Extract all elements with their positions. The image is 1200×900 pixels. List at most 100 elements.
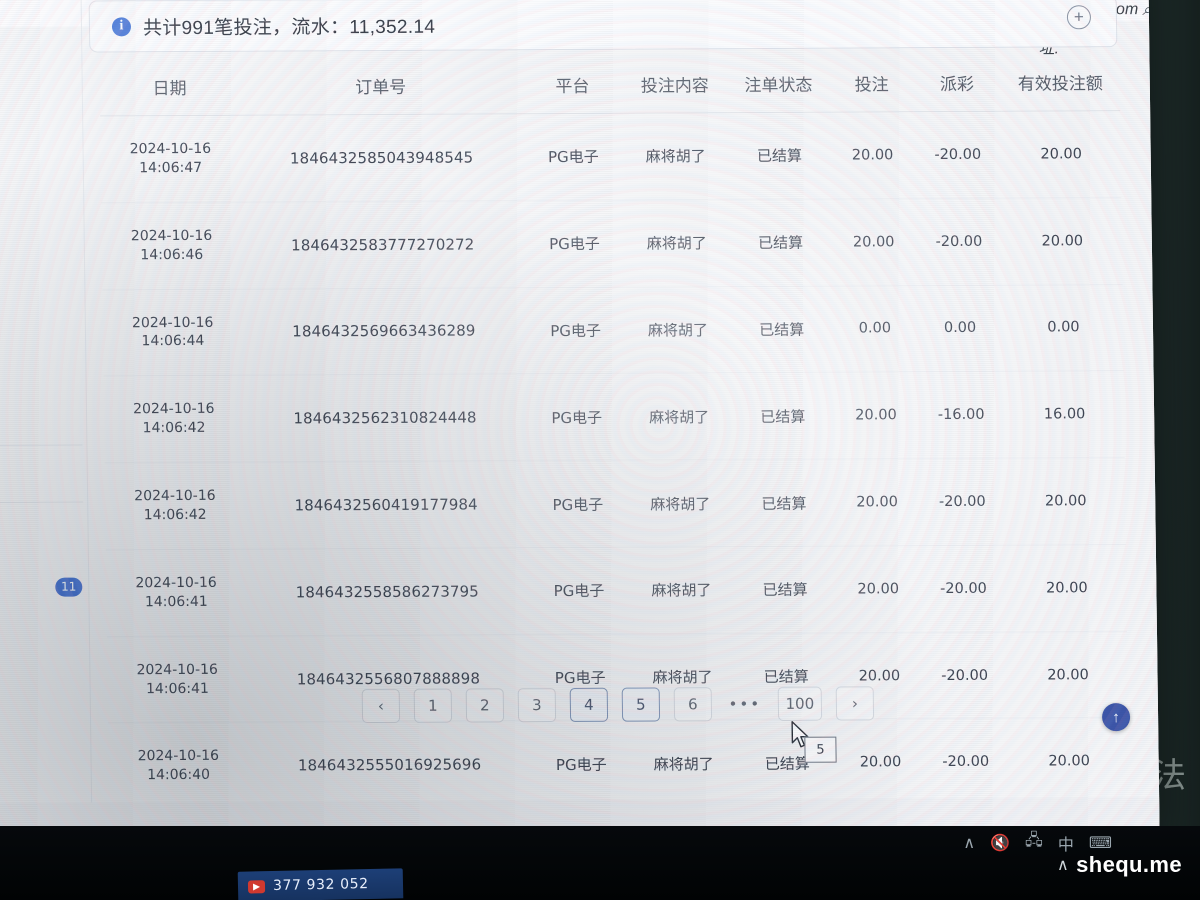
cell-valid-bet: 20.00	[1005, 457, 1126, 546]
cell-payout: -20.00	[914, 197, 1004, 286]
cell-order-no: 1846432558586273795	[245, 547, 530, 636]
cell-date-day: 2024-10-16	[136, 661, 219, 678]
cell-valid-bet: 20.00	[1006, 544, 1127, 632]
cell-payout: -20.00	[919, 545, 1008, 633]
pagination-page-5[interactable]: 5	[621, 687, 661, 722]
cell-order-no: 1846432555016925696	[247, 721, 532, 810]
web-page: 首页棋牌电子捕鱼体育真人彩票 客服优惠赞助合营APP存款转账取款永久网址:mil…	[0, 0, 1160, 850]
cell-date-time: 14:06:46	[140, 246, 204, 263]
table-body: 2024-10-16 14:06:47 1846432585043948545 PG电…	[100, 111, 1131, 850]
sidebar-badge: 11	[54, 577, 83, 597]
cell-content: 麻将胡了	[625, 286, 731, 374]
table-row[interactable]: 2024-10-16 14:06:46 1846432583777270272 PG电…	[101, 197, 1123, 290]
table-row[interactable]: 2024-10-16 14:06:40 1846432555016925696 PG电…	[108, 718, 1130, 811]
sidebar-item-6[interactable]: 帮助中心	[0, 670, 96, 727]
volume-muted-icon[interactable]: 🔇	[990, 834, 1011, 852]
table-row[interactable]: 2024-10-16 14:06:47 1846432585043948545 PG电…	[100, 111, 1121, 203]
system-tray[interactable]: ∧ 🔇 🖧 中 ⌨	[963, 829, 1112, 856]
cell-platform: PG电子	[524, 286, 627, 375]
sidebar-item-3[interactable]: 奖记录	[0, 502, 94, 559]
cell-order-no: 1846432583777270272	[240, 200, 525, 289]
cell-content: 麻将胡了	[627, 459, 733, 548]
app-label: 377 932 052	[272, 875, 369, 894]
cell-content: 麻将胡了	[645, 147, 706, 166]
cell-date-day: 2024-10-16	[130, 227, 213, 245]
sidebar-item-0[interactable]: 户	[0, 332, 92, 389]
cell-date-day: 2024-10-16	[134, 487, 216, 505]
add-icon[interactable]: +	[1066, 5, 1092, 30]
pagination-prev-button[interactable]: ‹	[361, 688, 401, 724]
header-date: 日期	[152, 78, 187, 99]
chevron-up-icon[interactable]: ∧	[963, 834, 976, 852]
back-to-top-button[interactable]: ↑	[1101, 703, 1131, 732]
sidebar-item-1[interactable]: 录	[0, 388, 92, 445]
pagination-page-2[interactable]: 2	[465, 688, 505, 723]
cell-date: 2024-10-16 14:06:41	[105, 549, 247, 637]
pagination-page-last[interactable]: 100	[777, 686, 823, 721]
pagination-ellipsis: •••	[728, 694, 762, 714]
cell-bet: 0.00	[832, 285, 917, 373]
table-head: 日期 订单号 平台 投注内容 注单状态 投注 派彩 有效投注额	[99, 57, 1121, 116]
cell-date-time: 14:06:42	[143, 506, 207, 524]
cell-bet: 20.00	[831, 198, 916, 286]
app-icon: ▶	[247, 879, 266, 894]
cell-order-no: 1846432560419177984	[244, 460, 528, 550]
cell-valid-bet: 20.00	[1002, 197, 1123, 285]
pagination-page-1[interactable]: 1	[413, 688, 453, 723]
sidebar-item-2[interactable]: 记录	[0, 445, 93, 502]
cell-content: 麻将胡了	[624, 199, 730, 287]
cell-date-time: 14:06:44	[141, 333, 205, 350]
cell-payout: -16.00	[916, 371, 1006, 459]
cell-status: 已结算	[732, 545, 838, 634]
cell-payout: -20.00	[917, 458, 1007, 546]
cell-status: 已结算	[756, 147, 803, 166]
cell-date-day: 2024-10-16	[137, 748, 220, 765]
cell-valid-bet: 20.00	[1040, 146, 1083, 163]
header-status: 注单状态	[744, 75, 813, 96]
cell-date: 2024-10-16 14:06:42	[104, 462, 246, 550]
ime-chinese-icon[interactable]: 中	[1057, 836, 1074, 854]
cell-content: 麻将胡了	[631, 720, 737, 808]
sidebar-item-5[interactable]: 意见反馈	[0, 614, 95, 671]
chevron-up-icon: ∧	[1056, 857, 1070, 874]
table-row[interactable]: 2024-10-16 14:06:42 1846432562310824448 PG电…	[103, 370, 1125, 464]
cell-platform: PG电子	[530, 720, 633, 808]
watermark-text: shequ.me	[1076, 852, 1182, 877]
cell-order-no: 1846432569663436289	[242, 287, 526, 376]
cell-date: 2024-10-16 14:06:46	[101, 201, 243, 290]
keyboard-icon[interactable]: ⌨	[1088, 834, 1112, 852]
monitor-screen: 首页棋牌电子捕鱼体育真人彩票 客服优惠赞助合营APP存款转账取款永久网址:mil…	[0, 0, 1160, 849]
summary-banner: i 共计991笔投注，流水：11,352.14	[88, 0, 1118, 53]
pagination-page-4[interactable]: 4	[569, 687, 609, 722]
pagination: ‹ 1 2 3 4 5 6 ••• 100 ›	[108, 685, 1128, 724]
sidebar-item-4[interactable]: 息中心11	[0, 558, 95, 615]
cell-content: 麻将胡了	[626, 372, 732, 461]
cell-status: 已结算	[731, 459, 837, 547]
cell-order-no: 1846432585043948545	[289, 148, 474, 168]
cell-date-day: 2024-10-16	[129, 140, 212, 158]
cell-date-day: 2024-10-16	[135, 574, 217, 592]
pagination-page-3[interactable]: 3	[517, 688, 557, 723]
cell-valid-bet: 0.00	[1003, 284, 1124, 372]
pagination-page-6[interactable]: 6	[673, 687, 713, 722]
cell-status: 已结算	[734, 719, 840, 807]
cell-bet: 20.00	[834, 371, 918, 460]
cell-status: 已结算	[730, 372, 836, 460]
cell-status: 已结算	[729, 285, 835, 373]
table-row[interactable]: 2024-10-16 14:06:42 1846432560419177984 PG电…	[104, 457, 1126, 550]
desk-foreground	[0, 826, 1200, 900]
cell-date-time: 14:06:41	[144, 593, 208, 610]
cell-platform: PG电子	[525, 373, 628, 461]
cell-bet: 20.00	[836, 545, 921, 633]
header-payout: 派彩	[939, 74, 975, 95]
table-row[interactable]: 2024-10-16 14:06:41 1846432558586273795 PG电…	[105, 544, 1127, 637]
taskbar-app-button[interactable]: ▶ 377 932 052	[237, 868, 404, 900]
pagination-next-button[interactable]: ›	[835, 686, 875, 721]
table-row[interactable]: 2024-10-16 14:06:44 1846432569663436289 PG电…	[102, 284, 1124, 377]
network-icon[interactable]: 🖧	[1025, 832, 1043, 849]
cell-platform: PG电子	[526, 460, 629, 548]
cell-date-time: 14:06:47	[139, 159, 203, 177]
cell-payout: 0.00	[915, 284, 1005, 372]
bet-records-table: 日期 订单号 平台 投注内容 注单状态 投注 派彩 有效投注额 2024-10-…	[99, 57, 1131, 850]
